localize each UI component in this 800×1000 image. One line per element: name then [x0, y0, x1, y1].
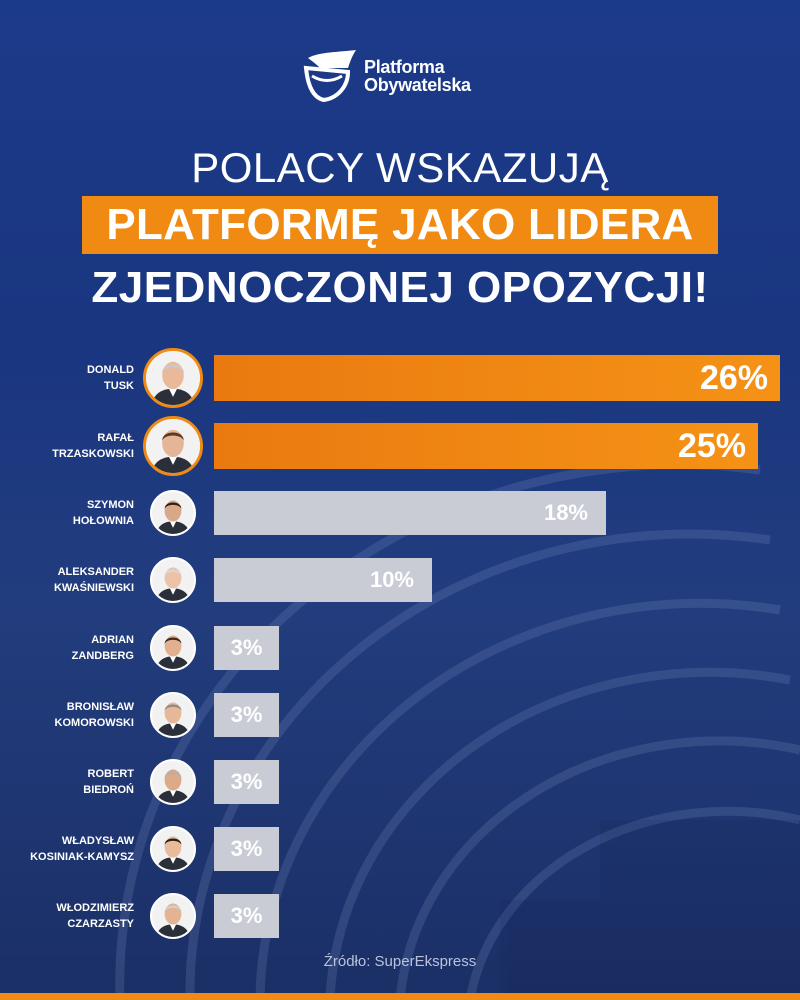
- data-label: 10%: [369, 567, 414, 592]
- data-label: 3%: [230, 702, 263, 727]
- bar: [214, 626, 279, 670]
- candidate-last-name: KOSINIAK-KAMYSZ: [30, 851, 134, 863]
- person-portrait-icon: [152, 492, 194, 534]
- party-logo: Platforma Obywatelska: [302, 48, 502, 104]
- candidate-first-name: ROBERT: [87, 768, 134, 780]
- bar: [214, 423, 758, 469]
- headline-line-3: ZJEDNOCZONEJ OPOZYCJI!: [91, 263, 709, 312]
- headline-line-1: POLACY WSKAZUJĄ: [191, 144, 609, 191]
- candidate-avatar: [150, 557, 196, 603]
- bar: [214, 558, 432, 602]
- person-portrait-icon: [152, 559, 194, 601]
- headline-line-2-text: PLATFORMĘ JAKO LIDERA: [82, 196, 718, 254]
- data-label: 26%: [699, 359, 768, 397]
- bar: [214, 491, 606, 535]
- person-portrait-icon: [152, 761, 194, 803]
- candidate-first-name: ALEKSANDER: [57, 566, 134, 578]
- person-portrait-icon: [152, 828, 194, 870]
- person-portrait-icon: [152, 895, 194, 937]
- candidate-first-name: ADRIAN: [91, 634, 134, 646]
- candidate-name: SZYMON HOŁOWNIA: [20, 497, 134, 529]
- candidate-avatar: [150, 826, 196, 872]
- candidate-name: BRONISŁAW KOMOROWSKI: [20, 699, 134, 731]
- logo-text-line1: Platforma: [364, 57, 445, 77]
- bar: [214, 827, 279, 871]
- bottom-accent-strip: [0, 993, 800, 1000]
- candidate-last-name: BIEDROŃ: [83, 784, 134, 796]
- data-label: 3%: [230, 635, 263, 660]
- candidate-avatar: [143, 348, 203, 408]
- candidate-avatar: [150, 893, 196, 939]
- candidate-name: ADRIAN ZANDBERG: [20, 632, 134, 664]
- headline-line-2-highlight: PLATFORMĘ JAKO LIDERA: [0, 196, 800, 254]
- data-label: 3%: [230, 769, 263, 794]
- candidate-last-name: KWAŚNIEWSKI: [53, 582, 134, 594]
- candidate-first-name: WŁODZIMIERZ: [56, 902, 134, 914]
- bar: [214, 894, 279, 938]
- party-emblem-icon: [303, 50, 356, 103]
- candidate-avatar: [150, 490, 196, 536]
- candidate-last-name: HOŁOWNIA: [72, 515, 134, 527]
- data-label: 3%: [230, 836, 263, 861]
- candidate-first-name: RAFAŁ: [97, 432, 134, 444]
- candidate-name: DONALD TUSK: [20, 362, 134, 394]
- candidate-first-name: SZYMON: [86, 499, 134, 511]
- candidate-name: ALEKSANDER KWAŚNIEWSKI: [20, 564, 134, 596]
- candidate-name: RAFAŁ TRZASKOWSKI: [20, 430, 134, 462]
- bar: [214, 760, 279, 804]
- candidate-avatar: [150, 625, 196, 671]
- candidate-name: WŁODZIMIERZ CZARZASTY: [20, 900, 134, 932]
- candidate-last-name: TUSK: [104, 380, 134, 392]
- person-portrait-icon: [152, 627, 194, 669]
- candidate-name: WŁADYSŁAW KOSINIAK-KAMYSZ: [20, 833, 134, 865]
- candidate-avatar: [150, 692, 196, 738]
- source-note: Źródło: SuperEkspress: [323, 953, 477, 970]
- bar: [214, 693, 279, 737]
- candidate-first-name: BRONISŁAW: [66, 701, 134, 713]
- person-portrait-icon: [146, 351, 200, 405]
- candidate-first-name: WŁADYSŁAW: [61, 835, 134, 847]
- candidate-avatar: [150, 759, 196, 805]
- logo-text-line2: Obywatelska: [364, 75, 471, 95]
- candidate-last-name: TRZASKOWSKI: [52, 448, 134, 460]
- candidate-last-name: ZANDBERG: [71, 650, 134, 662]
- candidate-first-name: DONALD: [86, 364, 134, 376]
- person-portrait-icon: [152, 694, 194, 736]
- candidate-avatar: [143, 416, 203, 476]
- candidate-last-name: KOMOROWSKI: [54, 717, 134, 729]
- data-label: 25%: [677, 427, 746, 465]
- bar: [214, 355, 780, 401]
- candidate-name: ROBERT BIEDROŃ: [20, 766, 134, 798]
- data-label: 18%: [543, 500, 588, 525]
- person-portrait-icon: [146, 419, 200, 473]
- candidate-last-name: CZARZASTY: [67, 918, 134, 930]
- data-label: 3%: [230, 903, 263, 928]
